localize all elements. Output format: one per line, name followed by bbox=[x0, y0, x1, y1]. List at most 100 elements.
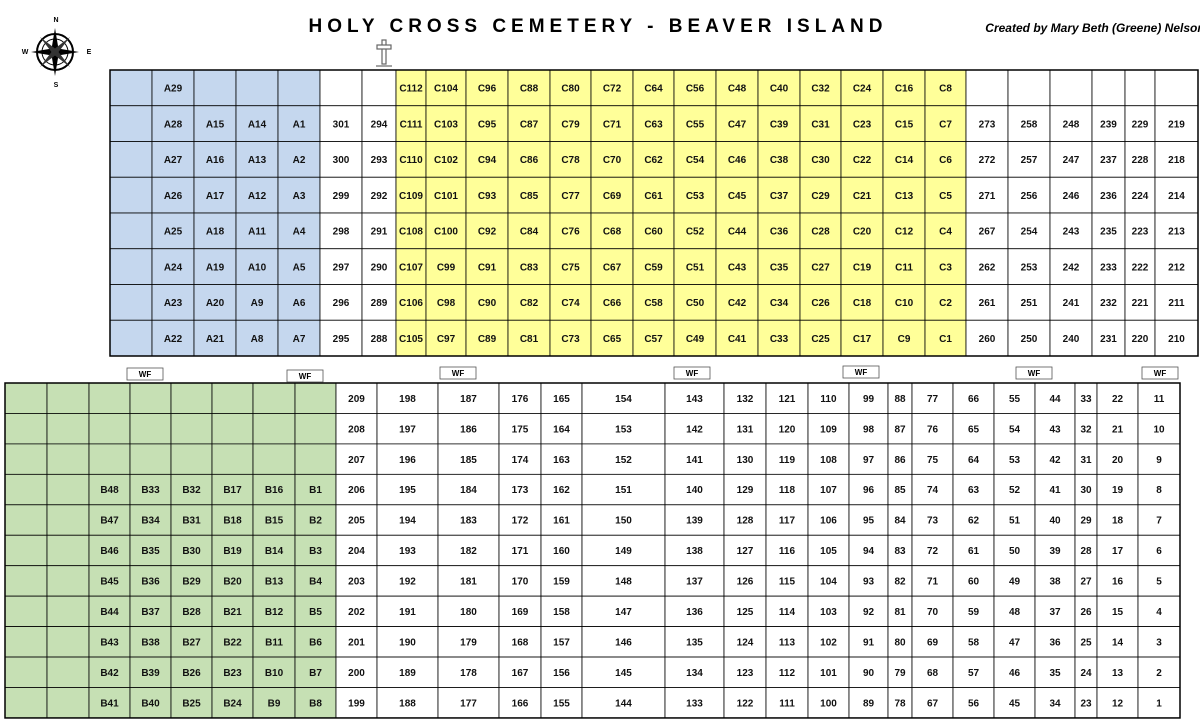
plot-label: B1 bbox=[309, 485, 322, 496]
plot-label: 118 bbox=[779, 485, 796, 496]
plot-label: B2 bbox=[309, 516, 322, 527]
plot-cell bbox=[235, 105, 279, 142]
plot-label: 27 bbox=[1080, 577, 1092, 588]
plot-cell bbox=[882, 176, 926, 214]
plot-label: 8 bbox=[1156, 485, 1162, 496]
plot-cell bbox=[632, 212, 675, 250]
plot-cell bbox=[911, 443, 954, 475]
plot-cell bbox=[1124, 176, 1156, 214]
plot-cell bbox=[4, 443, 48, 475]
plot-label: C62 bbox=[644, 155, 663, 166]
plot-label: C68 bbox=[603, 227, 622, 238]
plot-cell bbox=[277, 319, 321, 357]
wf-box bbox=[1015, 366, 1053, 380]
plot-label: 20 bbox=[1112, 455, 1124, 466]
plot-label: 133 bbox=[686, 698, 703, 709]
plot-label: 220 bbox=[1132, 334, 1149, 345]
plot-label: B45 bbox=[100, 577, 119, 588]
plot-label: A21 bbox=[206, 334, 225, 345]
plot-label: C95 bbox=[478, 119, 497, 130]
plot-label: 135 bbox=[686, 637, 703, 648]
wf-label: WF bbox=[299, 372, 312, 381]
plot-label: A1 bbox=[293, 119, 306, 130]
plot-label: 42 bbox=[1049, 455, 1061, 466]
plot-cell bbox=[965, 248, 1009, 285]
plot-cell bbox=[498, 382, 542, 414]
plot-label: 183 bbox=[460, 516, 477, 527]
plot-cell bbox=[498, 443, 542, 475]
plot-label: 32 bbox=[1080, 424, 1092, 435]
plot-label: 1 bbox=[1156, 698, 1162, 709]
plot-label: 201 bbox=[348, 637, 365, 648]
plot-label: B25 bbox=[182, 698, 201, 709]
plot-cell bbox=[46, 473, 90, 506]
plot-label: 61 bbox=[968, 546, 980, 557]
plot-label: A26 bbox=[164, 191, 183, 202]
plot-label: B11 bbox=[265, 637, 283, 648]
plot-cell bbox=[723, 413, 767, 445]
plot-label: C9 bbox=[898, 334, 911, 345]
plot-label: 50 bbox=[1009, 546, 1021, 557]
plot-label: 159 bbox=[553, 577, 570, 588]
plot-cell bbox=[765, 443, 809, 475]
plot-label: 235 bbox=[1100, 227, 1117, 238]
plot-label: 179 bbox=[460, 637, 477, 648]
plot-label: 218 bbox=[1168, 155, 1185, 166]
plot-label: 91 bbox=[863, 637, 875, 648]
plot-cell bbox=[1049, 319, 1093, 357]
plot-label: 120 bbox=[779, 424, 796, 435]
plot-cell bbox=[170, 382, 213, 414]
plot-label: 165 bbox=[553, 394, 570, 405]
plot-label: 16 bbox=[1112, 577, 1124, 588]
plot-label: 101 bbox=[820, 668, 837, 679]
plot-cell bbox=[581, 565, 666, 597]
plot-cell bbox=[549, 248, 592, 285]
compass-n: N bbox=[53, 17, 58, 24]
plot-cell bbox=[765, 534, 809, 567]
plot-label: A24 bbox=[164, 262, 183, 273]
plot-cell bbox=[765, 687, 809, 719]
plot-label: B34 bbox=[141, 516, 160, 527]
plot-cell bbox=[1034, 443, 1076, 475]
plot-label: 89 bbox=[863, 698, 875, 709]
wf-label: WF bbox=[855, 368, 868, 377]
plot-label: C109 bbox=[399, 191, 423, 202]
plot-label: A8 bbox=[251, 334, 264, 345]
plot-label: C86 bbox=[520, 155, 539, 166]
plot-cell bbox=[673, 212, 717, 250]
plot-label: C63 bbox=[644, 119, 663, 130]
plot-label: 301 bbox=[333, 119, 350, 130]
plot-cell bbox=[765, 382, 809, 414]
plot-label: 30 bbox=[1080, 485, 1092, 496]
plot-cell bbox=[807, 382, 850, 414]
plot-cell bbox=[151, 248, 195, 285]
plot-label: C72 bbox=[603, 84, 622, 95]
plot-label: 188 bbox=[399, 698, 416, 709]
plot-cell bbox=[211, 626, 254, 658]
plot-cell bbox=[1049, 69, 1093, 107]
plot-label: 53 bbox=[1009, 455, 1021, 466]
plot-cell bbox=[294, 443, 337, 475]
plot-cell bbox=[425, 176, 467, 214]
plot-cell bbox=[277, 141, 321, 178]
plot-cell bbox=[1034, 413, 1076, 445]
plot-label: A15 bbox=[206, 119, 225, 130]
plot-label: C98 bbox=[437, 298, 456, 309]
plot-cell bbox=[807, 656, 850, 688]
plot-label: A3 bbox=[293, 191, 306, 202]
plot-label: 181 bbox=[460, 577, 477, 588]
plot-cell bbox=[1034, 504, 1076, 536]
plot-label: C84 bbox=[520, 227, 539, 238]
plot-cell bbox=[581, 443, 666, 475]
plot-cell bbox=[193, 212, 237, 250]
plot-cell bbox=[1096, 382, 1139, 414]
plot-cell bbox=[425, 141, 467, 178]
plot-label: 202 bbox=[348, 607, 365, 618]
plot-cell bbox=[664, 473, 725, 506]
plot-cell bbox=[193, 141, 237, 178]
plot-cell bbox=[46, 413, 90, 445]
plot-label: 198 bbox=[399, 394, 416, 405]
plot-cell bbox=[807, 626, 850, 658]
plot-cell bbox=[715, 212, 759, 250]
plot-label: C91 bbox=[478, 262, 497, 273]
